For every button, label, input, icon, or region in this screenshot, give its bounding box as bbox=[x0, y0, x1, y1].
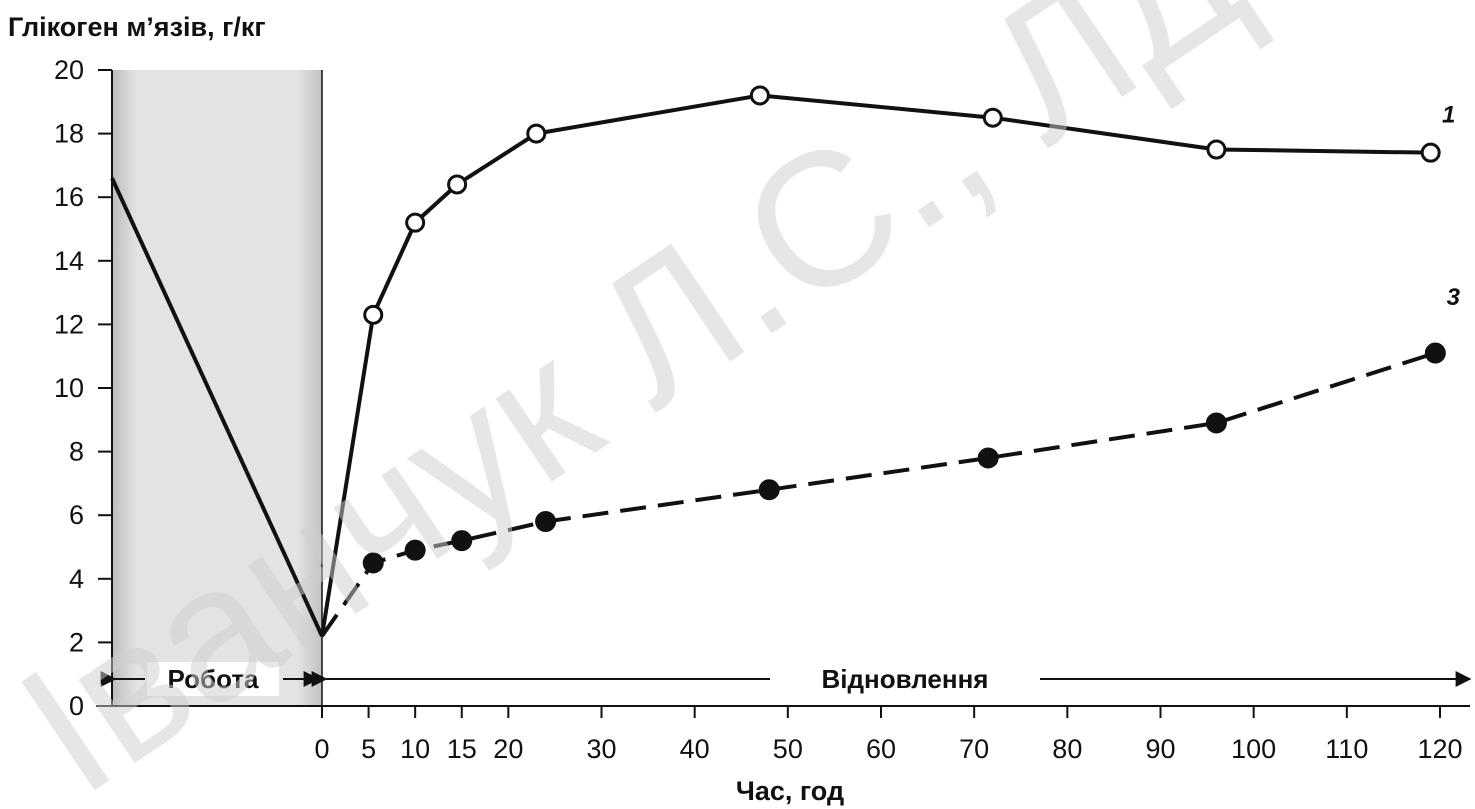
series-3-point bbox=[977, 447, 999, 469]
y-axis-ticks: 0 2 4 6 8 10 12 14 16 18 20 bbox=[54, 55, 112, 721]
series-layer: 13 bbox=[320, 85, 1461, 638]
series-1-point bbox=[749, 85, 770, 106]
series-1-tag: 1 bbox=[1442, 102, 1455, 129]
x-tick-label: 30 bbox=[586, 734, 616, 764]
series-1-point bbox=[447, 174, 468, 195]
y-tick-label: 4 bbox=[69, 564, 84, 594]
y-tick-label: 0 bbox=[69, 691, 84, 721]
y-tick-label: 12 bbox=[54, 309, 84, 339]
y-axis-title: Глікоген м’язів, г/кг bbox=[8, 12, 266, 42]
y-tick-label: 14 bbox=[54, 246, 84, 276]
x-tick-label: 60 bbox=[866, 734, 896, 764]
x-tick-label: 5 bbox=[361, 734, 376, 764]
x-tick-label: 110 bbox=[1325, 734, 1368, 764]
work-region-label: Робота bbox=[167, 664, 259, 694]
x-tick-label: 70 bbox=[959, 734, 989, 764]
x-tick-label: 20 bbox=[493, 734, 523, 764]
work-decline-line bbox=[110, 177, 324, 637]
y-tick-label: 20 bbox=[54, 55, 84, 85]
series-3-point bbox=[451, 530, 473, 552]
x-tick-label: 40 bbox=[680, 734, 710, 764]
series-1-point bbox=[363, 304, 384, 325]
x-axis-title: Час, год bbox=[736, 776, 844, 806]
y-tick-label: 2 bbox=[69, 627, 84, 657]
x-tick-label: 15 bbox=[447, 734, 477, 764]
x-tick-label: 90 bbox=[1145, 734, 1175, 764]
series-1-point bbox=[526, 123, 547, 144]
series-3-point bbox=[1205, 412, 1227, 434]
x-tick-label: 50 bbox=[773, 734, 803, 764]
y-tick-label: 16 bbox=[54, 182, 84, 212]
x-tick-label: 10 bbox=[400, 734, 430, 764]
x-tick-label: 120 bbox=[1417, 734, 1462, 764]
x-tick-label: 80 bbox=[1052, 734, 1082, 764]
series-1-point bbox=[405, 212, 426, 233]
series-3-point bbox=[758, 479, 780, 501]
series-3-point bbox=[1424, 342, 1446, 364]
x-tick-label: 100 bbox=[1231, 734, 1276, 764]
series-3-point bbox=[535, 511, 557, 533]
y-tick-label: 6 bbox=[69, 500, 84, 530]
recovery-region-label: Відновлення bbox=[822, 664, 989, 694]
y-tick-label: 8 bbox=[69, 437, 84, 467]
y-tick-label: 10 bbox=[54, 373, 84, 403]
series-3-point bbox=[362, 552, 384, 574]
series-3-point bbox=[404, 539, 426, 561]
series-1-point bbox=[1420, 142, 1441, 163]
series-1-point bbox=[982, 107, 1003, 128]
series-1-point bbox=[1206, 139, 1227, 160]
series-3-tag: 3 bbox=[1447, 284, 1461, 311]
x-tick-label: 0 bbox=[314, 734, 329, 764]
x-axis-ticks: 0 5 10 15 20 30 40 50 60 70 80 90 100 110 120 bbox=[314, 706, 1463, 764]
work-shaded-region bbox=[112, 70, 322, 706]
y-tick-label: 18 bbox=[54, 119, 84, 149]
